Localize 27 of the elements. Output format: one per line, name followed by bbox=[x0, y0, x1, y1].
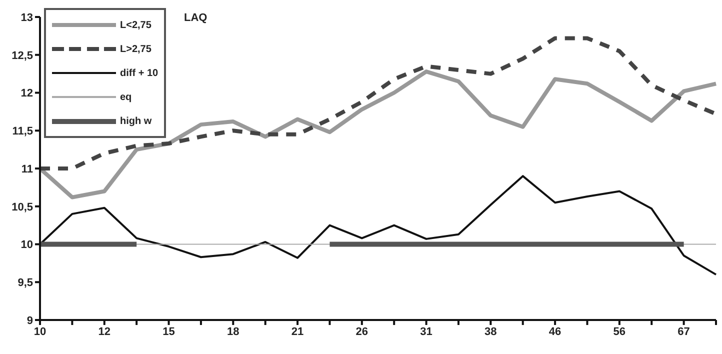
x-tick-label: 12 bbox=[98, 326, 111, 338]
x-tick-label: 38 bbox=[484, 326, 497, 338]
y-tick-label: 10 bbox=[20, 239, 33, 252]
x-tick-label: 56 bbox=[613, 326, 626, 338]
y-tick-label: 12 bbox=[20, 88, 33, 100]
x-tick-label: 10 bbox=[34, 326, 46, 338]
y-tick-label: 9 bbox=[26, 314, 33, 327]
x-tick-label: 67 bbox=[678, 326, 690, 338]
y-tick-label: 11 bbox=[21, 163, 33, 176]
legend-label: diff + 10 bbox=[120, 68, 158, 78]
y-tick-label: 11,5 bbox=[12, 126, 33, 138]
legend-label: eq bbox=[120, 92, 132, 102]
x-tick-label: 15 bbox=[162, 326, 175, 338]
y-tick-label: 13 bbox=[20, 12, 33, 24]
y-tick-label: 12,5 bbox=[12, 50, 33, 62]
x-tick-label: 21 bbox=[291, 326, 304, 338]
x-tick-label: 26 bbox=[356, 326, 368, 338]
y-tick-label: 9,5 bbox=[18, 277, 33, 290]
x-tick-label: 31 bbox=[420, 326, 432, 338]
x-tick-label: 18 bbox=[227, 326, 240, 338]
legend-label: L<2,75 bbox=[120, 20, 152, 30]
legend-label: L>2,75 bbox=[120, 44, 152, 54]
legend-label: high w bbox=[120, 116, 152, 126]
line-series bbox=[38, 70, 718, 200]
annotation: LAQ bbox=[184, 12, 208, 24]
x-tick-label: 46 bbox=[548, 326, 562, 338]
y-tick-label: 10,5 bbox=[12, 201, 33, 214]
